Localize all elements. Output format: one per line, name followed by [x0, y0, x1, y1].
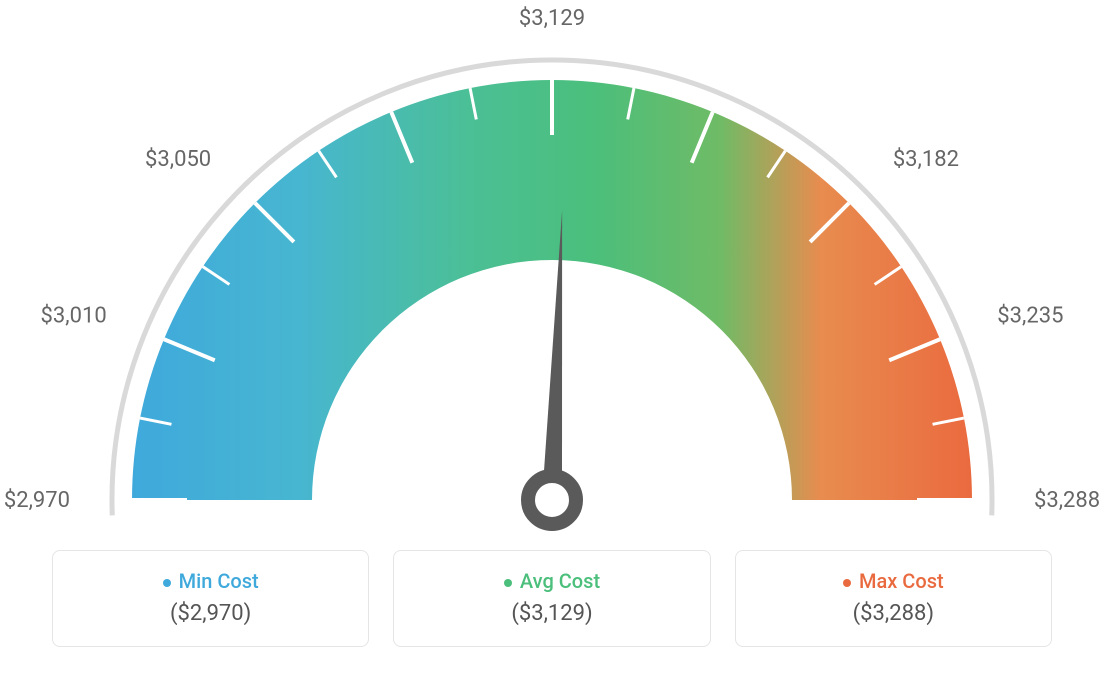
- min-dot-icon: [163, 579, 171, 587]
- max-label: Max Cost: [859, 569, 944, 593]
- avg-value: ($3,129): [414, 601, 689, 626]
- avg-dot-icon: [504, 579, 512, 587]
- tick-label: $3,010: [41, 304, 107, 329]
- tick-label: $3,235: [997, 304, 1063, 329]
- min-cost-card: Min Cost ($2,970): [52, 550, 369, 647]
- max-label-row: Max Cost: [756, 569, 1031, 593]
- min-value: ($2,970): [73, 601, 348, 626]
- max-cost-card: Max Cost ($3,288): [735, 550, 1052, 647]
- min-label-row: Min Cost: [73, 569, 348, 593]
- tick-label: $3,129: [519, 6, 585, 31]
- avg-cost-card: Avg Cost ($3,129): [393, 550, 710, 647]
- tick-label: $3,288: [1034, 488, 1100, 513]
- gauge-chart: $2,970 $3,010 $3,050 $3,129 $3,182 $3,235 $3,2…: [0, 0, 1104, 560]
- min-label: Min Cost: [179, 569, 259, 593]
- needle-hub: [528, 476, 576, 524]
- tick-label: $3,050: [145, 147, 211, 172]
- max-dot-icon: [843, 579, 851, 587]
- avg-label: Avg Cost: [520, 569, 600, 593]
- summary-row: Min Cost ($2,970) Avg Cost ($3,129) Max …: [52, 550, 1052, 647]
- avg-label-row: Avg Cost: [414, 569, 689, 593]
- max-value: ($3,288): [756, 601, 1031, 626]
- tick-label: $2,970: [4, 488, 70, 513]
- gauge-svg: $2,970 $3,010 $3,050 $3,129 $3,182 $3,235 $3,2…: [0, 0, 1104, 560]
- tick-label: $3,182: [893, 147, 959, 172]
